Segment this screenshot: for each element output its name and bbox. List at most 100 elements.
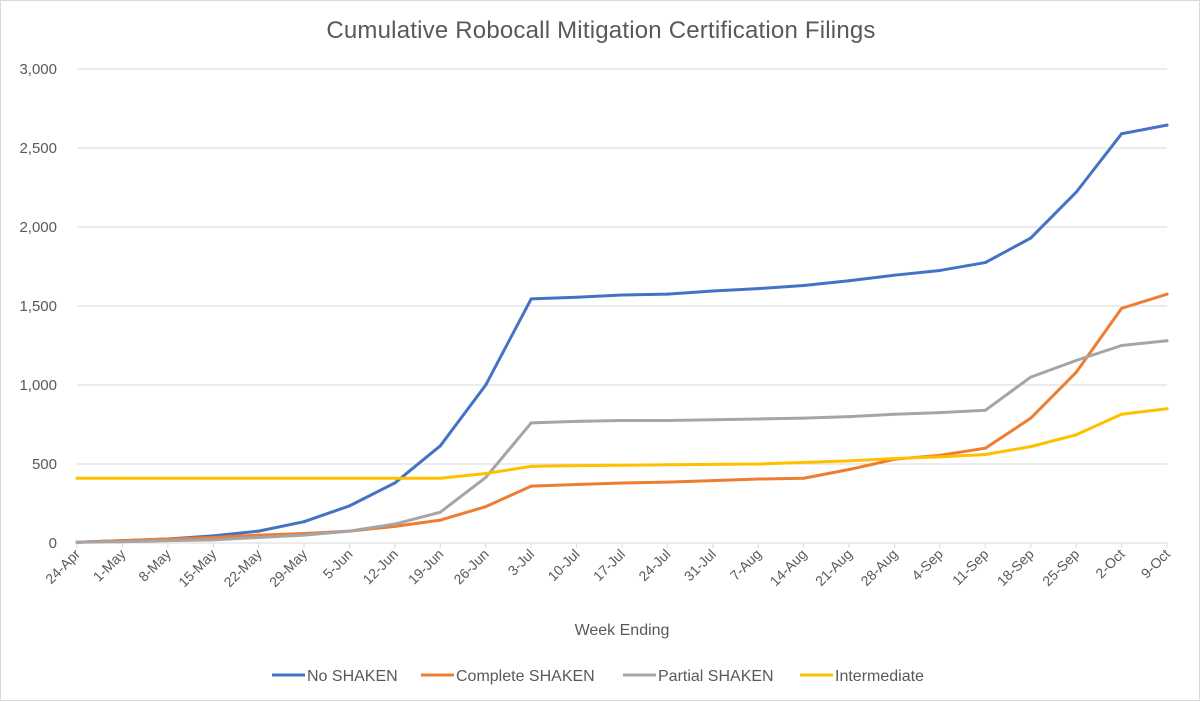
data-point (620, 419, 624, 423)
x-tick-label: 17-Jul (590, 546, 628, 584)
x-tick-label: 7-Aug (727, 546, 765, 584)
data-point (302, 476, 306, 480)
gridlines (77, 68, 1167, 465)
data-point (438, 476, 442, 480)
data-point (938, 411, 942, 415)
data-point (893, 456, 896, 460)
x-tick-label: 18-Sep (994, 546, 1037, 589)
y-tick-label: 0 (49, 535, 57, 552)
data-point (983, 408, 987, 412)
x-tick-label: 10-Jul (544, 546, 582, 584)
data-point (1029, 416, 1033, 420)
data-point (1074, 359, 1078, 363)
legend-label: Intermediate (835, 668, 924, 685)
data-point (393, 522, 397, 526)
data-point (348, 504, 351, 508)
data-point (393, 481, 397, 485)
x-tick-label: 29-May (266, 546, 310, 590)
data-point (302, 533, 306, 537)
data-point (847, 279, 851, 283)
data-point (1029, 375, 1033, 379)
series-partial-shaken (75, 339, 1169, 544)
data-point (166, 539, 170, 543)
x-tick-label: 9-Oct (1138, 546, 1174, 582)
y-tick-label: 1,500 (19, 298, 57, 315)
data-point (893, 412, 896, 416)
data-point (438, 444, 442, 448)
data-point (211, 538, 215, 542)
x-tick-label: 3-Jul (505, 546, 538, 579)
data-point (665, 292, 669, 296)
data-point (302, 520, 306, 524)
data-point (529, 484, 533, 488)
legend-item: Complete SHAKEN (421, 668, 595, 685)
data-point (938, 268, 942, 272)
data-point (1029, 236, 1033, 240)
data-point (1165, 123, 1169, 127)
series-intermediate (75, 407, 1169, 480)
data-point (847, 468, 851, 472)
data-point (529, 297, 533, 301)
data-point (75, 540, 79, 544)
data-point (348, 529, 351, 533)
data-point (484, 505, 488, 509)
y-tick-label: 500 (32, 456, 57, 473)
data-point (938, 455, 942, 459)
x-tick-label: 28-Aug (857, 546, 900, 589)
x-axis-title: Week Ending (575, 622, 670, 639)
x-tick-label: 14-Aug (767, 546, 810, 589)
data-point (1120, 132, 1124, 136)
data-point (802, 476, 806, 480)
series-complete-shaken (75, 292, 1169, 544)
data-point (620, 293, 624, 297)
legend-label: Complete SHAKEN (456, 668, 595, 685)
x-axis-ticks: 24-Apr 1-May 8-May 15-May 22-May 29-May 5-Jun 1… (42, 543, 1173, 590)
data-point (1074, 370, 1078, 374)
data-point (665, 419, 669, 423)
data-point (120, 540, 124, 544)
data-point (484, 475, 488, 479)
data-point (756, 287, 760, 291)
y-tick-label: 1,000 (19, 377, 57, 394)
y-tick-label: 3,000 (19, 61, 57, 78)
series-line (75, 339, 1169, 544)
legend-label: Partial SHAKEN (658, 668, 774, 685)
data-point (983, 261, 987, 265)
data-point (711, 462, 715, 466)
legend: No SHAKEN Complete SHAKEN Partial SHAKEN In… (272, 668, 924, 685)
data-point (620, 481, 624, 485)
data-point (484, 383, 488, 387)
data-point (529, 464, 533, 468)
x-tick-label: 12-Jun (359, 546, 401, 588)
data-point (802, 416, 806, 420)
x-tick-label: 19-Jun (405, 546, 447, 588)
data-point (1165, 292, 1169, 296)
x-tick-label: 2-Oct (1092, 546, 1128, 582)
legend-item: Intermediate (800, 668, 924, 685)
data-point (575, 295, 579, 299)
x-tick-label: 1-May (90, 546, 129, 585)
data-point (211, 476, 215, 480)
x-tick-label: 8-May (135, 546, 174, 585)
data-point (1029, 445, 1033, 449)
data-point (1165, 339, 1169, 343)
x-tick-label: 5-Jun (320, 546, 356, 582)
x-tick-label: 25-Sep (1039, 546, 1082, 589)
data-point (166, 476, 170, 480)
data-point (438, 518, 442, 522)
data-point (1074, 190, 1078, 194)
data-point (665, 463, 669, 467)
data-point (983, 453, 987, 457)
x-tick-label: 26-Jun (450, 546, 492, 588)
data-point (711, 479, 715, 483)
data-point (575, 464, 579, 468)
data-point (620, 463, 624, 467)
data-point (529, 421, 533, 425)
data-point (75, 476, 79, 480)
data-point (1120, 306, 1124, 310)
data-point (1120, 344, 1124, 347)
data-point (1120, 412, 1124, 416)
legend-item: Partial SHAKEN (623, 668, 774, 685)
